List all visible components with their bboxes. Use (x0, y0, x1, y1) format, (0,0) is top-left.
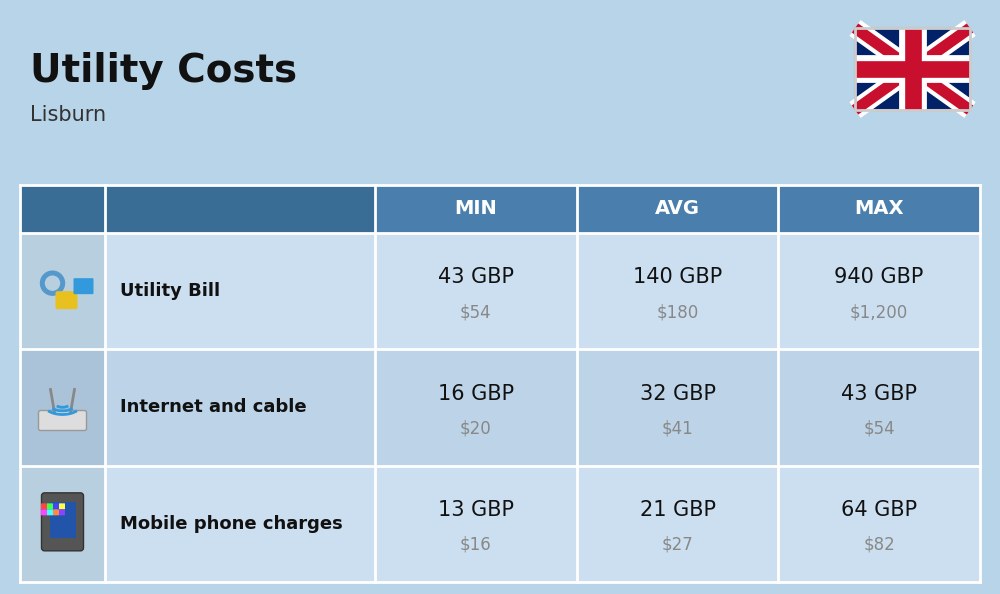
FancyBboxPatch shape (41, 503, 47, 509)
FancyBboxPatch shape (41, 509, 47, 516)
FancyBboxPatch shape (50, 502, 76, 538)
Text: $1,200: $1,200 (850, 303, 908, 321)
Text: $180: $180 (656, 303, 699, 321)
FancyBboxPatch shape (20, 185, 980, 233)
FancyBboxPatch shape (47, 509, 53, 516)
Text: $54: $54 (863, 419, 895, 437)
Text: 13 GBP: 13 GBP (438, 500, 514, 520)
FancyBboxPatch shape (855, 28, 970, 110)
FancyBboxPatch shape (59, 509, 65, 516)
FancyBboxPatch shape (20, 233, 105, 349)
Text: 940 GBP: 940 GBP (834, 267, 924, 287)
Text: Utility Costs: Utility Costs (30, 52, 297, 90)
Text: $27: $27 (662, 536, 693, 554)
Circle shape (46, 276, 60, 290)
FancyBboxPatch shape (20, 466, 105, 582)
Text: $54: $54 (460, 303, 492, 321)
FancyBboxPatch shape (20, 233, 980, 349)
FancyBboxPatch shape (42, 493, 84, 551)
FancyBboxPatch shape (375, 185, 577, 233)
FancyBboxPatch shape (20, 349, 105, 466)
FancyBboxPatch shape (74, 278, 94, 294)
Text: 43 GBP: 43 GBP (438, 267, 514, 287)
FancyBboxPatch shape (778, 185, 980, 233)
Text: 43 GBP: 43 GBP (841, 384, 917, 403)
Text: 64 GBP: 64 GBP (841, 500, 917, 520)
Text: 21 GBP: 21 GBP (640, 500, 716, 520)
FancyBboxPatch shape (53, 503, 59, 509)
Text: 16 GBP: 16 GBP (438, 384, 514, 403)
Circle shape (40, 271, 64, 295)
Text: MAX: MAX (854, 200, 904, 219)
Text: Internet and cable: Internet and cable (120, 399, 307, 416)
Text: Utility Bill: Utility Bill (120, 282, 220, 300)
Text: MIN: MIN (454, 200, 497, 219)
Text: $41: $41 (662, 419, 693, 437)
Text: $82: $82 (863, 536, 895, 554)
Text: Lisburn: Lisburn (30, 105, 106, 125)
Text: $20: $20 (460, 419, 492, 437)
Text: $16: $16 (460, 536, 492, 554)
FancyBboxPatch shape (47, 503, 53, 509)
FancyBboxPatch shape (20, 466, 980, 582)
FancyBboxPatch shape (53, 509, 59, 516)
FancyBboxPatch shape (38, 410, 87, 431)
FancyBboxPatch shape (59, 503, 65, 509)
Text: Mobile phone charges: Mobile phone charges (120, 515, 343, 533)
FancyBboxPatch shape (20, 349, 980, 466)
FancyBboxPatch shape (577, 185, 778, 233)
FancyBboxPatch shape (56, 291, 78, 309)
Text: 32 GBP: 32 GBP (640, 384, 716, 403)
Text: AVG: AVG (655, 200, 700, 219)
Text: 140 GBP: 140 GBP (633, 267, 722, 287)
